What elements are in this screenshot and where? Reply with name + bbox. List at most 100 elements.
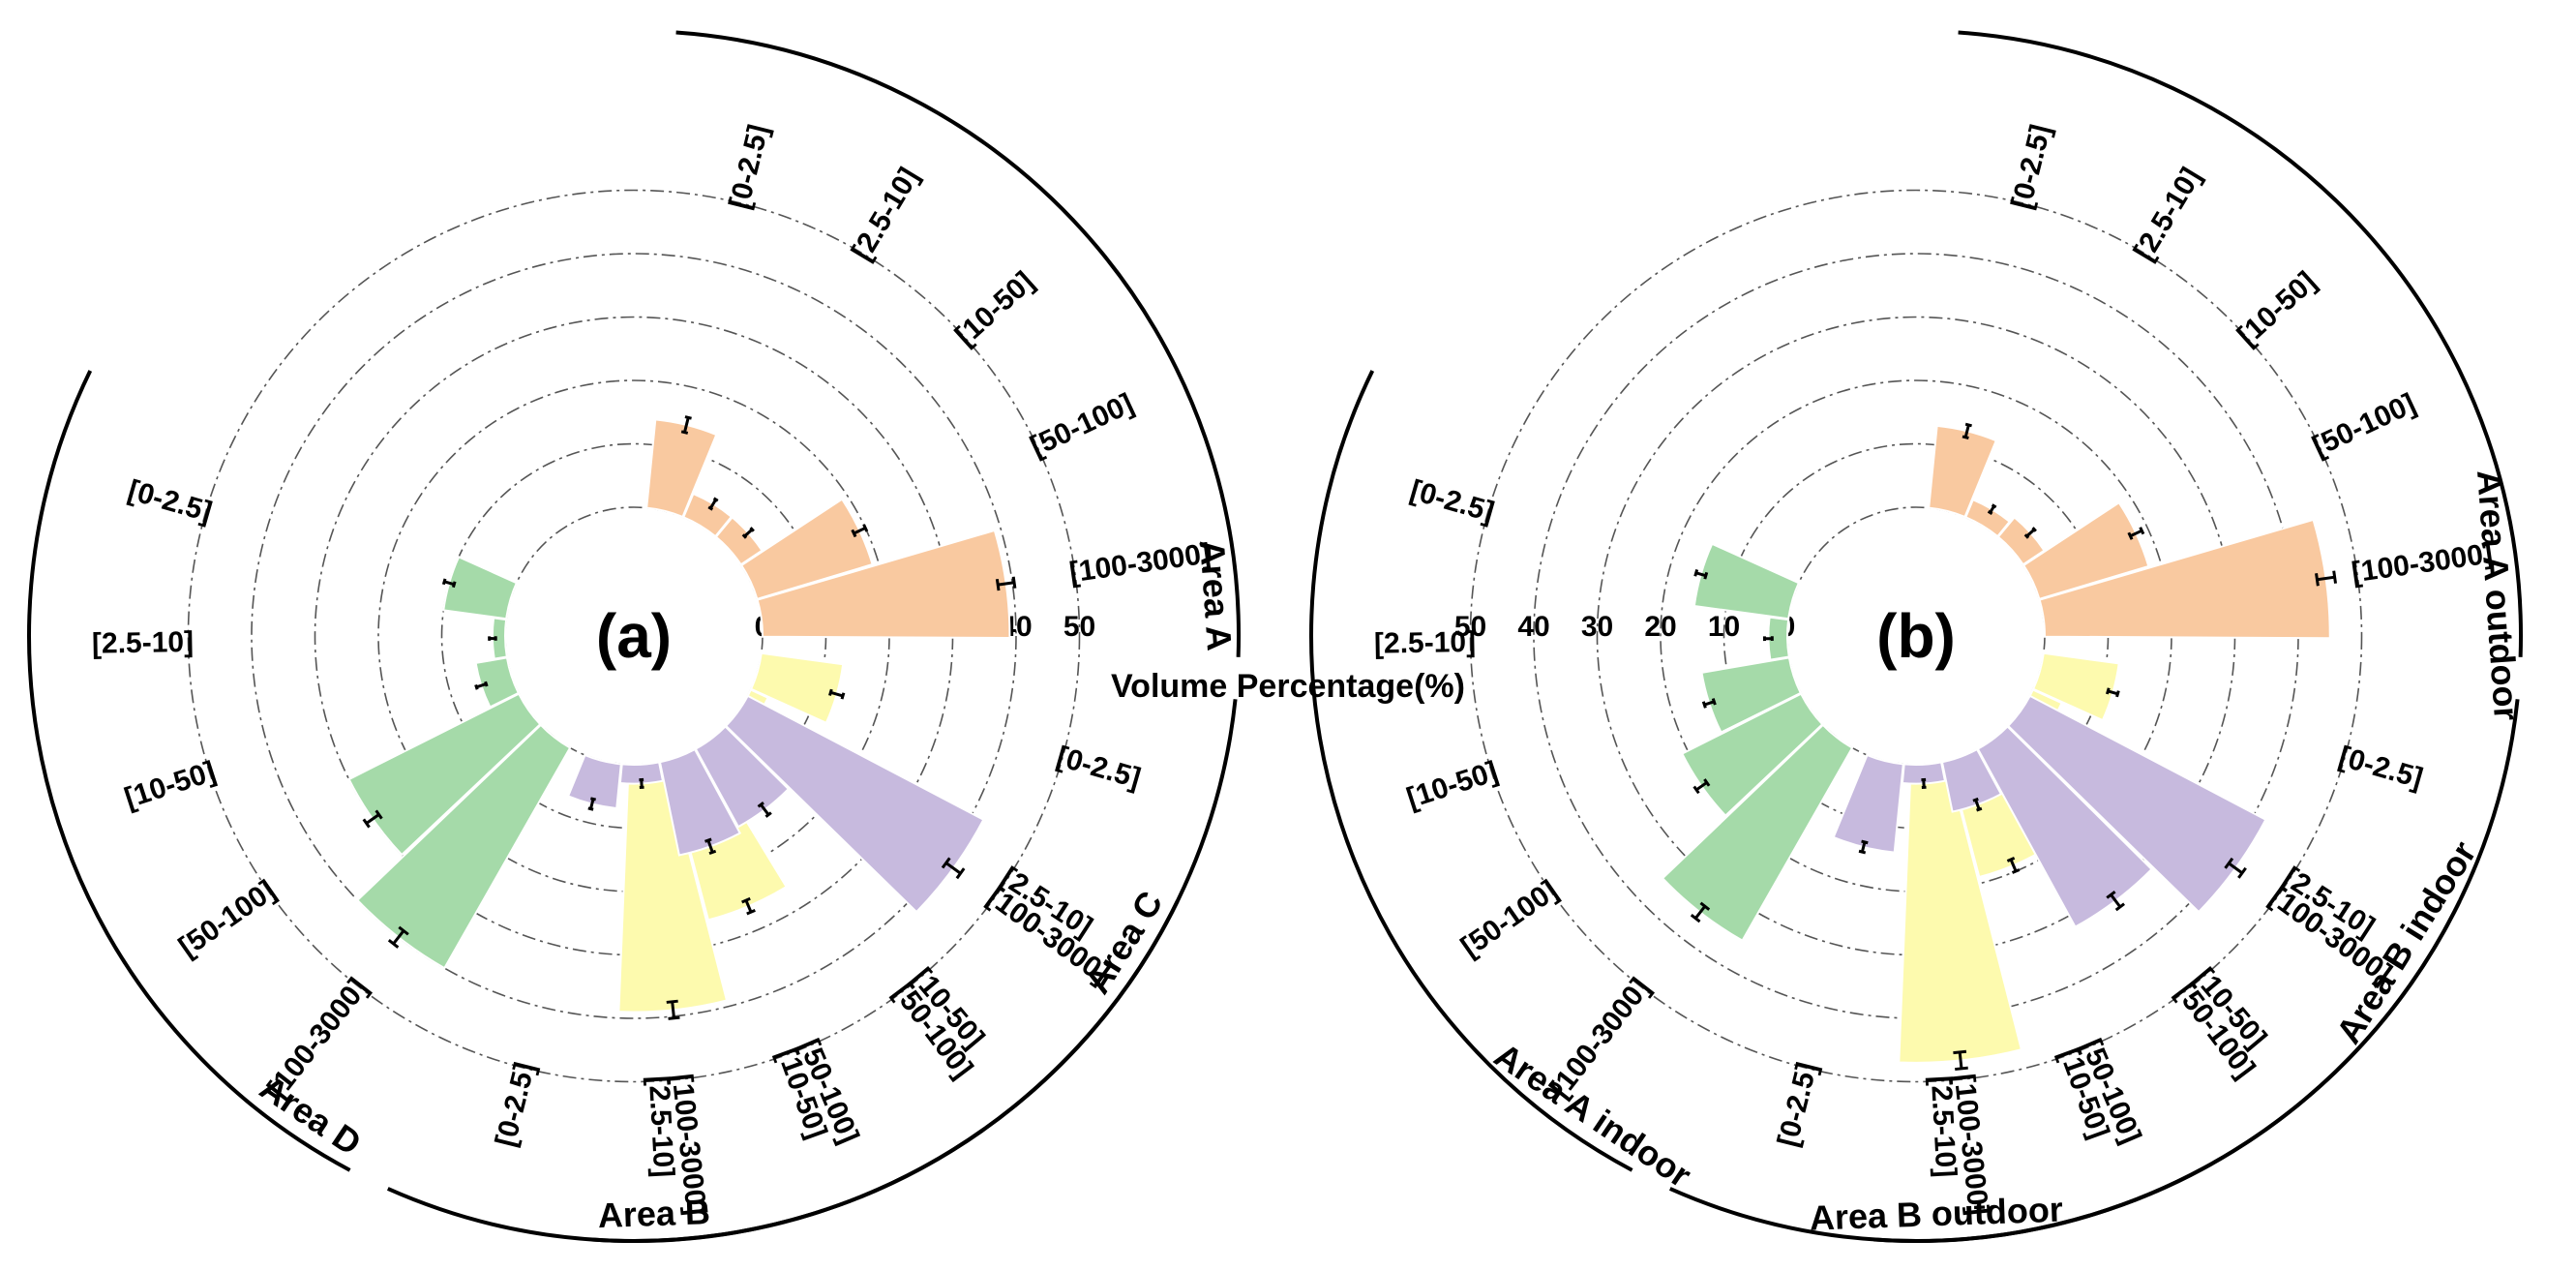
group-arc [1668, 900, 2462, 1243]
bar [1661, 723, 1854, 943]
group-arc [386, 900, 1180, 1243]
bar [739, 498, 874, 601]
category-label: [100-3000] [2350, 537, 2495, 589]
area-label: Area B outdoor [1809, 1190, 2063, 1238]
bar [1964, 498, 2012, 538]
group-arc [675, 30, 1241, 657]
bar [1700, 656, 1803, 734]
bar [566, 753, 622, 810]
error-bar [2106, 890, 2125, 912]
error-bar [488, 636, 497, 641]
error-bar [441, 578, 457, 589]
error-bar [757, 801, 772, 818]
grid-circle [187, 189, 1081, 1083]
bar [1976, 725, 2153, 928]
bar [1928, 424, 1998, 519]
error-bar [941, 857, 966, 880]
group-arc [1309, 370, 1633, 1172]
bar [1832, 753, 1904, 854]
category-label: [10-50] [1403, 755, 1502, 814]
bar [1692, 542, 1801, 620]
category-label: [0-2.5] [1772, 1059, 1823, 1150]
error-bar [1690, 901, 1711, 923]
error-bar [1858, 839, 1869, 855]
bar [2006, 694, 2267, 914]
area-label: Area A outdoor [2470, 469, 2527, 722]
area-label: Area A [1192, 538, 1240, 651]
category-label: [50-100] [1455, 874, 1564, 963]
bar [442, 555, 519, 620]
category-label: [0-2.5] [1407, 474, 1498, 529]
category-label: [0-2.5] [1053, 741, 1144, 795]
category-label: [0-2.5] [125, 474, 216, 529]
panel-a: 01020304050(a)[0-2.5][2.5-10][10-50][50-… [27, 30, 1241, 1243]
bar [2022, 500, 2150, 601]
error-bar [666, 999, 680, 1020]
axis-title: Volume Percentage(%) [1111, 668, 1465, 705]
category-label: [2.5-10] [1925, 1074, 1962, 1178]
bar [724, 694, 985, 914]
r-tick-label: 50 [1063, 611, 1095, 643]
category-label: [0-2.5] [490, 1059, 541, 1150]
group-arc [1958, 30, 2523, 657]
category-label: [0-2.5] [724, 121, 775, 212]
error-bar [362, 809, 383, 829]
category-label: [0-2.5] [2006, 121, 2057, 212]
error-bar [704, 837, 717, 856]
bar [658, 747, 741, 857]
bar [474, 656, 521, 709]
error-bar [741, 896, 756, 916]
bar [756, 529, 1011, 640]
error-bar [387, 925, 409, 949]
bar [2031, 651, 2120, 722]
error-bar [741, 527, 755, 539]
panel-b: 01020304050(b)[0-2.5][2.5-10][10-50][50-… [1309, 30, 2527, 1243]
error-bar [1962, 422, 1972, 439]
error-bar [680, 415, 692, 435]
error-bar [995, 576, 1017, 591]
r-tick-label: 50 [1454, 611, 1486, 643]
error-bar [2023, 527, 2037, 539]
bar [618, 761, 665, 785]
error-bar [639, 777, 644, 789]
category-label: [50-100] [1026, 387, 1139, 463]
category-label: [50-100] [2308, 387, 2421, 463]
bar [1901, 761, 1947, 785]
error-bar [2127, 527, 2145, 540]
error-bar [1953, 1049, 1968, 1072]
error-bar [2106, 687, 2120, 698]
grid-circle [1469, 189, 2363, 1083]
error-bar [1972, 797, 1983, 812]
error-bar [1692, 778, 1711, 795]
bar [1680, 692, 1824, 817]
bar [347, 692, 542, 857]
bar [682, 492, 734, 538]
r-tick-label: 10 [1708, 611, 1740, 643]
bar [694, 725, 791, 829]
r-tick-label: 20 [1644, 611, 1676, 643]
bar [749, 651, 845, 725]
error-bar [828, 688, 846, 700]
category-label: [2.5-10] [92, 626, 195, 660]
panel-label: (b) [1876, 601, 1956, 671]
category-label: [50-100] [173, 874, 282, 963]
error-bar [2006, 857, 2021, 874]
bar [491, 617, 508, 660]
category-label: [100-3000] [1067, 537, 1213, 589]
error-bar [2315, 570, 2338, 587]
category-label: [10-50] [121, 755, 220, 814]
panel-label: (a) [596, 601, 672, 671]
bar [1996, 516, 2046, 566]
category-label: [2.5-10] [1374, 626, 1477, 660]
bar [356, 723, 572, 970]
bar [2038, 518, 2331, 640]
category-label: [10-50] [949, 265, 1040, 351]
r-tick-label: 30 [1581, 611, 1613, 643]
bar [645, 418, 718, 519]
error-bar [2224, 857, 2247, 879]
area-label: Area B [597, 1192, 710, 1235]
error-bar [474, 681, 489, 690]
error-bar [1987, 503, 1997, 516]
r-tick-label: 40 [1517, 611, 1549, 643]
